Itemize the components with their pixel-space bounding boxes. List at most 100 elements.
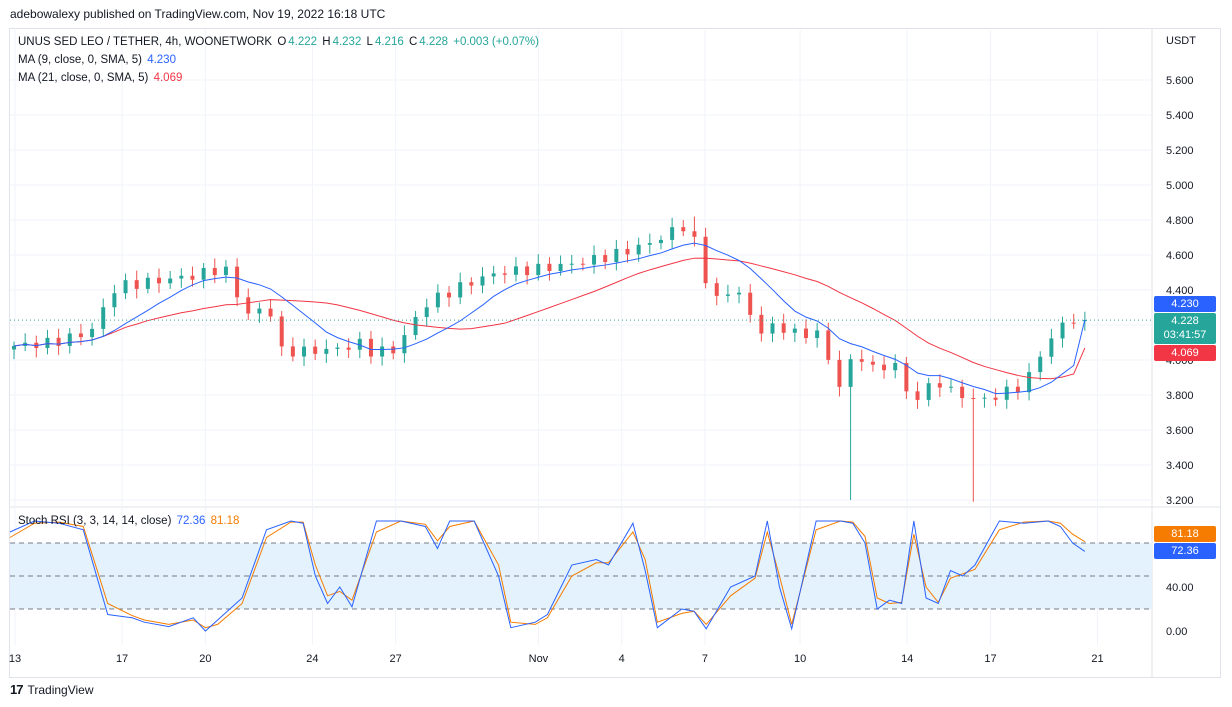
candle-body	[625, 248, 630, 255]
countdown-value: 03:41:57	[1163, 329, 1207, 341]
candle-body	[257, 308, 262, 314]
stoch-tick-label: 40.00	[1166, 582, 1194, 594]
price-axis-unit: USDT	[1166, 35, 1196, 47]
stoch-d-line	[9, 520, 1086, 629]
ma21-line	[13, 257, 1086, 380]
candle-body	[279, 316, 284, 347]
candle-body	[580, 263, 585, 265]
candle-body	[157, 277, 162, 284]
candle-body	[770, 323, 775, 334]
candle-body	[837, 359, 842, 387]
candle-body	[759, 314, 764, 334]
candle-body	[201, 268, 206, 280]
candle-body	[848, 359, 853, 387]
price-tick-label: 3.200	[1166, 495, 1194, 507]
candle-body	[134, 280, 139, 289]
price-tick-label: 4.800	[1166, 215, 1194, 227]
stoch-label[interactable]: Stoch RSI (3, 3, 14, 14, close)	[18, 515, 172, 527]
candle-body	[67, 333, 72, 346]
candle-body	[870, 361, 875, 365]
candle-body	[480, 276, 485, 286]
time-tick-label: 10	[794, 653, 806, 665]
candle-body	[179, 275, 184, 279]
candle-body	[926, 383, 931, 400]
candle-body	[993, 397, 998, 400]
candle-body	[915, 391, 920, 400]
legend-c-label: C	[408, 36, 418, 48]
candle-body	[859, 359, 864, 362]
candle-body	[12, 346, 16, 350]
time-tick-label: 20	[199, 653, 211, 665]
candle-body	[658, 239, 663, 244]
candle-body	[558, 263, 563, 271]
footer-brand[interactable]: TradingView	[27, 683, 94, 697]
time-tick-label: 4	[619, 653, 625, 665]
candle-body	[948, 386, 953, 388]
candle-body	[703, 236, 708, 284]
legend-h-value: 4.232	[332, 36, 362, 48]
time-tick-label: 7	[702, 653, 708, 665]
candle-body	[982, 397, 987, 399]
candle-body	[368, 338, 373, 357]
candle-body	[636, 244, 641, 255]
candle-body	[1015, 386, 1020, 393]
candle-body	[435, 292, 440, 308]
candle-body	[235, 266, 240, 298]
candle-body	[78, 333, 83, 338]
candle-body	[424, 307, 429, 318]
candle-body	[1049, 338, 1054, 357]
candle-body	[491, 273, 496, 277]
candle-body	[90, 328, 95, 338]
candle-body	[469, 282, 474, 286]
price-tick-label: 3.400	[1166, 460, 1194, 472]
candle-body	[145, 277, 150, 289]
last-price-value: 4.228	[1171, 315, 1199, 327]
time-tick-label: 27	[390, 653, 402, 665]
candle-body	[357, 338, 362, 350]
candle-body	[748, 292, 753, 315]
price-tick-label: 4.400	[1166, 285, 1194, 297]
legend-ma21-label[interactable]: MA (21, close, 0, SMA, 5)	[18, 72, 149, 84]
time-tick-label: 17	[984, 653, 996, 665]
legend-l-value: 4.216	[374, 36, 404, 48]
legend-o-label: O	[277, 36, 287, 48]
tv-logo-icon: 17	[10, 682, 24, 697]
candle-body	[882, 364, 887, 371]
candle-body	[536, 263, 541, 276]
legend-o-value: 4.222	[288, 36, 318, 48]
candle-body	[792, 328, 797, 333]
candle-body	[402, 335, 407, 354]
candle-body	[803, 328, 808, 339]
candle-body	[737, 292, 742, 295]
candle-body	[324, 348, 329, 354]
candle-body	[335, 347, 340, 349]
candle-body	[904, 363, 909, 392]
legend-ma9-value: 4.230	[147, 54, 176, 66]
candle-body	[569, 263, 574, 265]
footer: 17 TradingView	[10, 681, 94, 699]
candle-body	[603, 255, 608, 263]
candle-body	[525, 266, 530, 276]
candle-body	[268, 308, 273, 317]
legend-ma9-label[interactable]: MA (9, close, 0, SMA, 5)	[18, 54, 142, 66]
legend-row-ma9: MA (9, close, 0, SMA, 5) 4.230	[18, 51, 541, 69]
candle-body	[937, 383, 942, 388]
candle-body	[781, 323, 786, 333]
candle-body	[960, 386, 965, 399]
candle-body	[413, 317, 418, 336]
price-tick-label: 3.600	[1166, 425, 1194, 437]
legend-change: +0.003 (+0.07%)	[453, 36, 539, 48]
time-tick-label: 21	[1091, 653, 1103, 665]
candle-body	[547, 263, 552, 271]
candle-body	[101, 307, 106, 329]
candle-body	[692, 231, 697, 237]
candle-body	[971, 398, 976, 400]
candle-body	[458, 282, 463, 298]
chart-frame	[9, 28, 1221, 678]
legend-symbol[interactable]: UNUS SED LEO / TETHER, 4h, WOONETWORK	[18, 36, 273, 48]
legend-row-ma21: MA (21, close, 0, SMA, 5) 4.069	[18, 69, 541, 87]
candle-body	[168, 278, 173, 284]
candle-body	[681, 227, 686, 232]
